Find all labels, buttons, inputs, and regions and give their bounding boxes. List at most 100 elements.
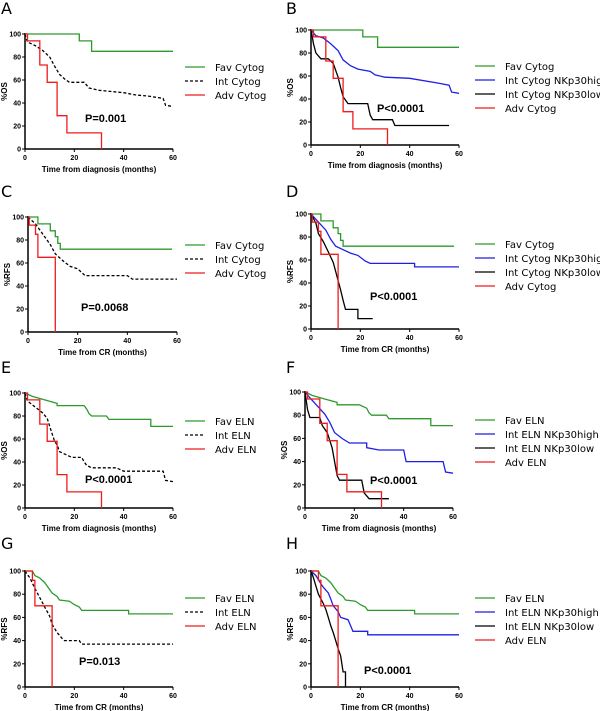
series-line-fav-eln bbox=[304, 391, 453, 427]
y-tick-label: 80 bbox=[299, 592, 307, 599]
series-line-adv-eln bbox=[311, 570, 339, 687]
y-tick-label: 100 bbox=[289, 390, 301, 397]
series-line-int-cytog-nkp30low bbox=[310, 213, 373, 320]
x-tick-label: 20 bbox=[350, 514, 358, 521]
series-line-int-eln-nkp30low bbox=[304, 391, 389, 500]
panel-label: B bbox=[286, 0, 297, 18]
y-tick-label: 60 bbox=[299, 258, 307, 265]
panel-h: H 0 20 40 60 80 100 0 20 40 60 Time from CR (months… bbox=[286, 534, 599, 711]
y-tick-label: 20 bbox=[293, 482, 301, 489]
x-tick-label: 0 bbox=[303, 514, 307, 521]
y-tick-label: 60 bbox=[13, 615, 21, 622]
y-tick-label: 100 bbox=[9, 569, 21, 576]
y-tick-label: 40 bbox=[299, 97, 307, 104]
x-tick-label: 60 bbox=[455, 693, 463, 700]
series-line-adv-eln bbox=[305, 391, 383, 508]
legend-label: Adv Cytog bbox=[215, 91, 266, 102]
x-tick-label: 0 bbox=[23, 155, 27, 162]
legend-label: Int Cytog bbox=[215, 255, 261, 266]
legend-label: Adv ELN bbox=[505, 636, 546, 647]
p-value-annotation: P<0.0001 bbox=[377, 103, 424, 115]
y-tick-label: 0 bbox=[17, 685, 21, 692]
legend-label: Fav Cytog bbox=[215, 241, 264, 252]
y-tick-label: 100 bbox=[9, 32, 21, 39]
panel-e: E 0 20 40 60 80 100 0 20 40 60 Time from diagnosis … bbox=[0, 358, 256, 533]
series-line-fav-cytog bbox=[28, 216, 172, 250]
y-axis-label: %RFS bbox=[286, 259, 295, 283]
y-axis-label: %OS bbox=[280, 440, 289, 459]
x-tick-label: 20 bbox=[70, 693, 78, 700]
series-line-int-cytog-nkp30high bbox=[310, 29, 460, 94]
y-tick-label: 20 bbox=[13, 483, 21, 490]
p-value-annotation: P<0.0001 bbox=[370, 475, 417, 487]
y-axis-label: %OS bbox=[0, 82, 9, 101]
y-axis-label: %OS bbox=[286, 78, 295, 97]
panel-g: G 0 20 40 60 80 100 0 20 40 60 Time from CR (months… bbox=[0, 534, 256, 711]
series-line-fav-cytog bbox=[311, 29, 459, 48]
x-axis-label: Time from diagnosis (months) bbox=[42, 165, 157, 174]
legend-label: Int ELN NKp30low bbox=[505, 444, 594, 455]
y-tick-label: 60 bbox=[293, 436, 301, 443]
legend-label: Fav ELN bbox=[215, 594, 254, 605]
x-tick-label: 60 bbox=[169, 514, 177, 521]
p-value-annotation: P=0.013 bbox=[79, 656, 120, 668]
y-tick-label: 0 bbox=[17, 506, 21, 513]
panel-label: F bbox=[286, 358, 295, 377]
series-line-adv-cytog bbox=[311, 29, 389, 145]
x-axis-label: Time from CR (months) bbox=[55, 703, 144, 711]
series-line-int-cytog-nkp30high bbox=[310, 213, 459, 268]
x-tick-label: 60 bbox=[455, 151, 463, 158]
y-tick-label: 80 bbox=[299, 235, 307, 242]
x-tick-label: 20 bbox=[356, 151, 364, 158]
x-tick-label: 0 bbox=[26, 338, 30, 345]
series-line-adv-cytog bbox=[28, 216, 56, 332]
y-tick-label: 80 bbox=[299, 51, 307, 58]
y-tick-label: 80 bbox=[13, 414, 21, 421]
legend-label: Int ELN NKp30low bbox=[505, 622, 594, 633]
x-tick-label: 0 bbox=[309, 151, 313, 158]
x-tick-label: 20 bbox=[70, 155, 78, 162]
panel-label: E bbox=[1, 358, 11, 377]
y-tick-label: 40 bbox=[13, 101, 21, 108]
series-line-int-eln-nkp30high bbox=[304, 391, 454, 474]
y-tick-label: 60 bbox=[13, 437, 21, 444]
legend-label: Int Cytog NKp30low bbox=[505, 90, 600, 101]
panel-label: C bbox=[1, 182, 12, 201]
legend-label: Fav ELN bbox=[505, 416, 544, 427]
y-tick-label: 100 bbox=[9, 391, 21, 398]
legend-label: Adv ELN bbox=[505, 458, 546, 469]
legend-label: Adv ELN bbox=[215, 445, 256, 456]
legend-label: Int Cytog NKp30low bbox=[505, 268, 600, 279]
y-tick-label: 80 bbox=[13, 55, 21, 62]
legend-label: Fav ELN bbox=[505, 594, 544, 605]
legend-label: Fav Cytog bbox=[505, 62, 554, 73]
y-tick-label: 40 bbox=[13, 638, 21, 645]
x-axis-label: Time from CR (months) bbox=[58, 348, 147, 357]
series-line-int-cytog bbox=[24, 33, 174, 108]
series-line-int-eln-nkp30low bbox=[310, 570, 347, 687]
x-tick-label: 20 bbox=[74, 338, 82, 345]
series-line-int-cytog bbox=[27, 216, 177, 280]
panel-label: A bbox=[1, 0, 12, 18]
legend-label: Int ELN NKp30high bbox=[505, 608, 599, 619]
x-tick-label: 40 bbox=[400, 514, 408, 521]
series-line-adv-cytog bbox=[25, 33, 103, 149]
p-value-annotation: P<0.0001 bbox=[364, 665, 411, 677]
series-line-adv-eln bbox=[25, 570, 53, 687]
legend-label: Fav Cytog bbox=[505, 240, 554, 251]
x-axis-label: Time from CR (months) bbox=[341, 703, 430, 711]
y-tick-label: 60 bbox=[299, 74, 307, 81]
y-axis-label: %OS bbox=[0, 441, 9, 460]
y-tick-label: 0 bbox=[303, 143, 307, 150]
y-tick-label: 40 bbox=[293, 459, 301, 466]
p-value-annotation: P<0.0001 bbox=[85, 474, 132, 486]
x-tick-label: 60 bbox=[173, 338, 181, 345]
y-tick-label: 100 bbox=[12, 215, 24, 222]
p-value-annotation: P<0.0001 bbox=[370, 291, 417, 303]
y-tick-label: 100 bbox=[295, 569, 307, 576]
y-tick-label: 20 bbox=[13, 661, 21, 668]
legend-label: Adv Cytog bbox=[215, 269, 266, 280]
y-tick-label: 60 bbox=[13, 78, 21, 85]
legend-label: Int ELN bbox=[215, 431, 251, 442]
y-axis-label: %RFS bbox=[3, 262, 12, 286]
